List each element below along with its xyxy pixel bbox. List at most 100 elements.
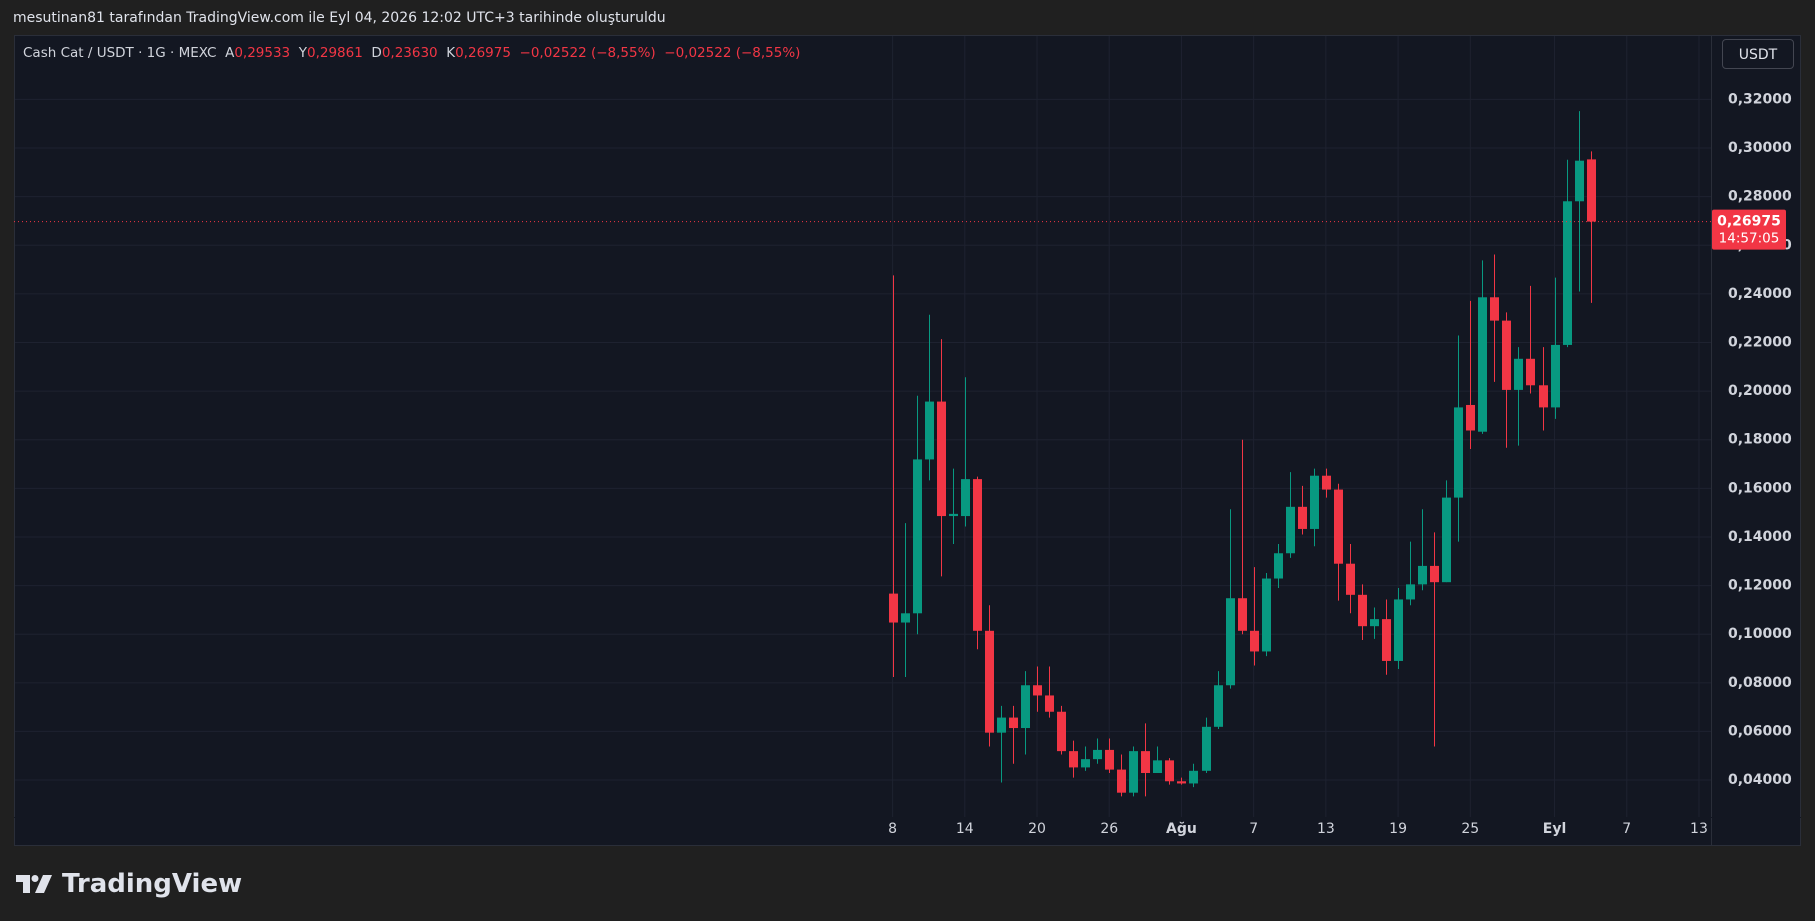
candle-body — [1141, 751, 1150, 774]
candle-body — [973, 479, 982, 631]
candle-body — [997, 717, 1006, 733]
candle-body — [913, 459, 922, 614]
x-tick-label: Ağu — [1166, 821, 1197, 837]
candle-body — [1310, 475, 1319, 529]
candle-body — [1334, 489, 1343, 564]
y-tick-label: 0,10000 — [1728, 626, 1792, 642]
x-tick-label: 20 — [1028, 821, 1046, 837]
candle-body — [1226, 598, 1235, 686]
x-tick-label: 13 — [1690, 821, 1708, 837]
candle-body — [1117, 769, 1126, 793]
x-tick-label: 14 — [956, 821, 974, 837]
candle-body — [1202, 726, 1211, 771]
candle-body — [1430, 565, 1439, 583]
candle-body — [1358, 594, 1367, 627]
candle-body — [1045, 695, 1054, 712]
candle-body — [1478, 297, 1487, 432]
candle-body — [1418, 565, 1427, 585]
y-tick-label: 0,30000 — [1728, 140, 1792, 156]
x-tick-label: 19 — [1389, 821, 1407, 837]
candle-body — [1370, 619, 1379, 627]
y-tick-label: 0,16000 — [1728, 480, 1792, 496]
candle-body — [1406, 584, 1415, 600]
candle-body — [1009, 717, 1018, 729]
candle-body — [1442, 497, 1451, 583]
candle-body — [1069, 751, 1078, 768]
candle-body — [985, 630, 994, 733]
chart: 0,04000 0,06000 0,08000 0,10000 0,12000 0,140… — [14, 35, 1801, 846]
y-tick-label: 0,22000 — [1728, 335, 1792, 351]
close-value: 0,26975 — [455, 45, 511, 61]
header-text: mesutinan81 tarafından TradingView.com i… — [13, 10, 666, 26]
candle-body — [1262, 578, 1271, 652]
legend: Cash Cat / USDT · 1G · MEXC A0,29533 Y0,… — [23, 45, 800, 61]
candle-body — [1346, 563, 1355, 595]
y-tick-label: 0,20000 — [1728, 383, 1792, 399]
candle-body — [1394, 599, 1403, 661]
symbol: Cash Cat / USDT · 1G · MEXC — [23, 45, 217, 61]
currency-button[interactable]: USDT — [1722, 39, 1794, 69]
open-label: A — [225, 45, 235, 61]
candle-body — [1322, 475, 1331, 490]
candle-body — [1214, 685, 1223, 727]
last-price-label: 0,26975 — [1717, 214, 1781, 230]
candle-body — [1250, 630, 1259, 652]
candle-body — [1105, 749, 1114, 770]
low-value: 0,23630 — [381, 45, 438, 61]
x-tick-label: 26 — [1100, 821, 1118, 837]
chart-background — [14, 35, 1801, 846]
logo-text: TradingView — [62, 869, 243, 899]
candle-body — [1093, 749, 1102, 760]
candle-body — [1177, 781, 1186, 784]
y-tick-label: 0,24000 — [1728, 286, 1792, 302]
y-tick-label: 0,14000 — [1728, 529, 1792, 545]
candle-body — [1587, 159, 1596, 222]
candle-body — [1057, 711, 1066, 752]
change: −0,02522 (−8,55%) — [519, 45, 656, 61]
candle-body — [925, 401, 934, 460]
candle-body — [1382, 619, 1391, 661]
high-label: Y — [298, 45, 307, 61]
x-tick-label: 7 — [1622, 821, 1631, 837]
low-label: D — [371, 45, 382, 61]
candle-body — [1165, 760, 1174, 782]
close-label: K — [446, 45, 456, 61]
candle-body — [901, 613, 910, 623]
candle-body — [1286, 506, 1295, 554]
last-price-box — [1712, 209, 1786, 250]
candle-body — [961, 479, 970, 517]
y-tick-label: 0,28000 — [1728, 189, 1792, 205]
candle-body — [1129, 751, 1138, 793]
high-value: 0,29861 — [306, 45, 363, 61]
candle-body — [1563, 201, 1572, 345]
candle-body — [1466, 404, 1475, 431]
x-tick-label: 13 — [1317, 821, 1335, 837]
candle-body — [1033, 685, 1042, 696]
candle-body — [937, 401, 946, 517]
candle-body — [1238, 598, 1247, 631]
candle-body — [1551, 344, 1560, 408]
change: −0,02522 (−8,55%) — [664, 45, 801, 61]
x-tick-label: 25 — [1461, 821, 1479, 837]
logo: TradingView — [14, 868, 242, 900]
y-tick-label: 0,08000 — [1728, 675, 1792, 691]
y-tick-label: 0,32000 — [1728, 91, 1792, 107]
candle-body — [949, 513, 958, 517]
candle-body — [1274, 553, 1283, 579]
open-value: 0,29533 — [234, 45, 291, 61]
logo-icon — [16, 875, 52, 893]
candle-body — [1539, 385, 1548, 408]
candle-body — [1502, 320, 1511, 390]
candle-body — [1081, 759, 1090, 768]
candle-body — [1153, 760, 1162, 774]
x-tick-label: 7 — [1249, 821, 1258, 837]
candle-body — [889, 593, 898, 623]
y-tick-label: 0,06000 — [1728, 723, 1792, 739]
y-tick-label: 0,18000 — [1728, 432, 1792, 448]
candle-body — [1021, 685, 1030, 729]
candle-body — [1526, 358, 1535, 386]
y-tick-label: 0,12000 — [1728, 578, 1792, 594]
candle-body — [1514, 358, 1523, 390]
candle-body — [1490, 297, 1499, 321]
